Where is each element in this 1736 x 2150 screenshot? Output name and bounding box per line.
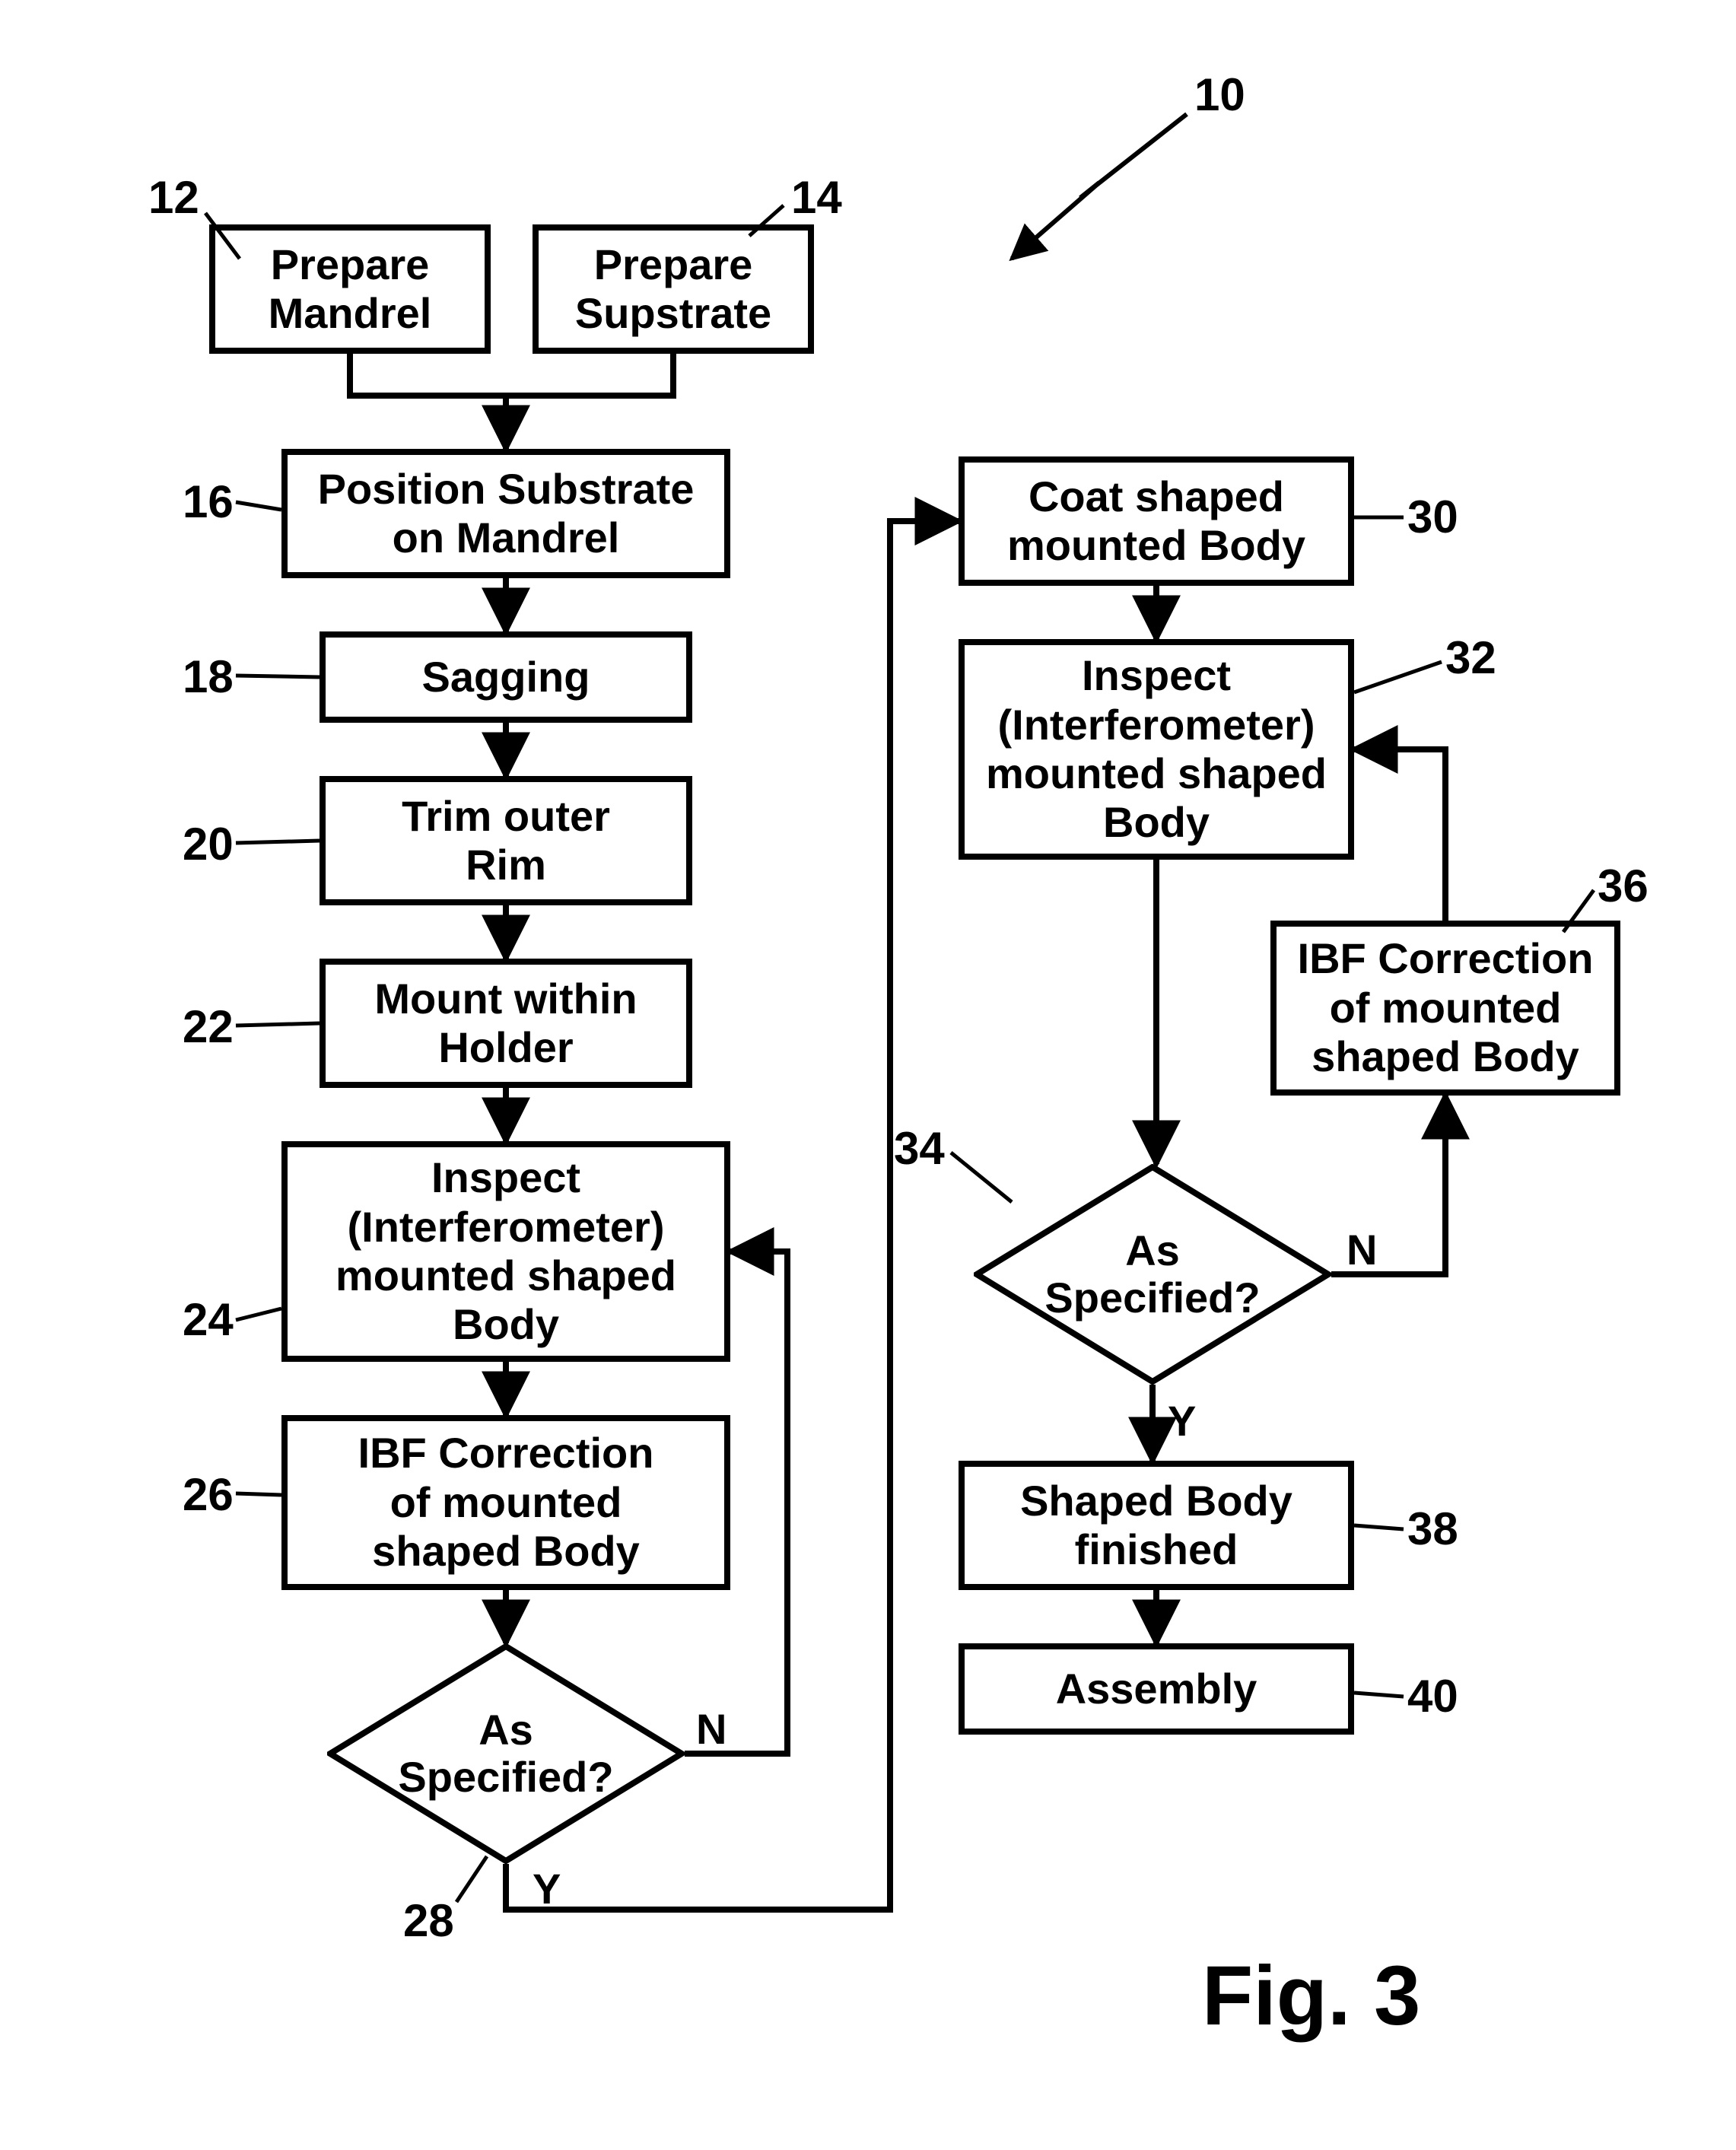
node-label: Coat shapedmounted Body: [1007, 472, 1305, 571]
node-label: IBF Correctionof mountedshaped Body: [1298, 934, 1594, 1081]
ref-10: 10: [1194, 68, 1245, 121]
node-label: Assembly: [1056, 1665, 1257, 1713]
node-coat: Coat shapedmounted Body: [959, 456, 1354, 586]
node-label: AsSpecified?: [1044, 1227, 1260, 1321]
edge-28-no: N: [696, 1704, 727, 1754]
ref-20: 20: [183, 818, 234, 870]
node-trim-rim: Trim outerRim: [320, 776, 692, 905]
ref-26: 26: [183, 1468, 234, 1521]
node-label: Inspect(Interferometer)mounted shapedBod…: [986, 651, 1327, 848]
node-inspect-1: Inspect(Interferometer)mounted shapedBod…: [281, 1141, 730, 1362]
ref-22: 22: [183, 1000, 234, 1053]
node-decision-34: AsSpecified?: [974, 1164, 1331, 1385]
ref-14: 14: [791, 171, 842, 224]
edge-34-yes: Y: [1168, 1396, 1196, 1446]
node-label: Inspect(Interferometer)mounted shapedBod…: [335, 1153, 676, 1350]
ref-24: 24: [183, 1293, 234, 1346]
ref-36: 36: [1598, 860, 1649, 912]
ref-12: 12: [148, 171, 199, 224]
ref-30: 30: [1407, 491, 1458, 543]
node-ibf-2: IBF Correctionof mountedshaped Body: [1270, 921, 1620, 1096]
node-label: Sagging: [422, 653, 590, 701]
ref-28: 28: [403, 1894, 454, 1947]
node-ibf-1: IBF Correctionof mountedshaped Body: [281, 1415, 730, 1590]
edge-34-no: N: [1347, 1225, 1377, 1274]
ref-40: 40: [1407, 1670, 1458, 1722]
node-assembly: Assembly: [959, 1643, 1354, 1735]
ref-34: 34: [894, 1122, 945, 1175]
ref-16: 16: [183, 475, 234, 528]
node-decision-28: AsSpecified?: [327, 1643, 685, 1864]
node-label: AsSpecified?: [398, 1706, 613, 1800]
node-prepare-substrate: PrepareSupstrate: [533, 224, 814, 354]
node-label: Mount withinHolder: [374, 975, 637, 1073]
node-label: PrepareSupstrate: [575, 240, 771, 339]
node-label: Position Substrateon Mandrel: [318, 465, 695, 563]
node-sagging: Sagging: [320, 631, 692, 723]
ref-32: 32: [1445, 631, 1496, 684]
node-label: PrepareMandrel: [269, 240, 432, 339]
node-label: IBF Correctionof mountedshaped Body: [358, 1429, 654, 1576]
figure-label: Fig. 3: [1202, 1948, 1420, 2044]
edge-28-yes: Y: [533, 1864, 561, 1913]
ref-18: 18: [183, 650, 234, 703]
node-mount-holder: Mount withinHolder: [320, 959, 692, 1088]
flowchart-canvas: PrepareMandrel PrepareSupstrate Position…: [0, 0, 1736, 2150]
node-finished: Shaped Bodyfinished: [959, 1461, 1354, 1590]
ref-38: 38: [1407, 1503, 1458, 1555]
node-inspect-2: Inspect(Interferometer)mounted shapedBod…: [959, 639, 1354, 860]
node-label: Trim outerRim: [402, 792, 610, 890]
node-prepare-mandrel: PrepareMandrel: [209, 224, 491, 354]
node-position-substrate: Position Substrateon Mandrel: [281, 449, 730, 578]
node-label: Shaped Bodyfinished: [1020, 1477, 1292, 1575]
